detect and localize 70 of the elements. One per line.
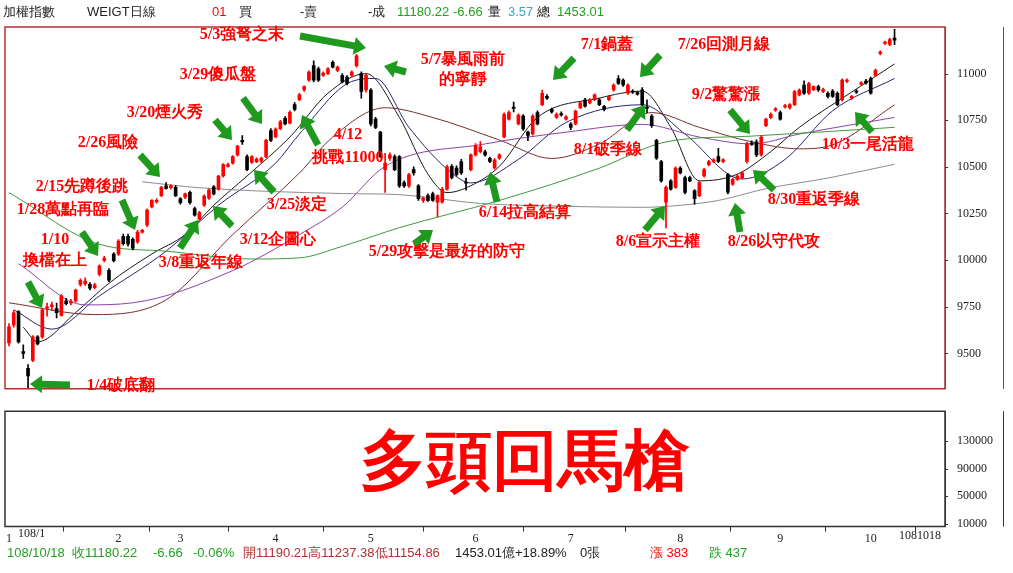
- y-tick-label: 130000: [957, 433, 993, 448]
- annotation: 3/12企圖心: [239, 229, 318, 248]
- text: 108/10/18: [7, 544, 65, 560]
- text: 01: [212, 3, 227, 19]
- y-tick-label: 10250: [957, 205, 987, 220]
- x-tick-label: 10: [864, 530, 877, 545]
- x-tick-label: 7: [567, 530, 574, 545]
- text: 0張: [580, 544, 601, 560]
- y-tick-label: 9750: [957, 298, 981, 313]
- annotation: 9/2驚驚漲: [691, 85, 762, 103]
- annotation: 1/28萬點再臨: [16, 200, 110, 218]
- text: -成: [368, 3, 386, 19]
- annotation: 8/1破季線: [573, 140, 644, 158]
- annotation: 8/30重返季線: [767, 190, 862, 208]
- annotation: 7/1鍋蓋: [580, 35, 634, 53]
- annotation: 3/29傻瓜盤: [179, 65, 257, 83]
- annotation: 5/3強弩之末: [199, 25, 286, 43]
- text: 買: [239, 3, 252, 19]
- y-tick-label: 10750: [957, 112, 987, 127]
- text: 3.57: [508, 3, 534, 19]
- candlestick: [21, 344, 26, 359]
- annotation: 2/15先蹲後跳: [35, 177, 130, 195]
- annotation: 多頭回馬槍: [360, 424, 690, 498]
- candlestick: [240, 135, 245, 145]
- x-tick-label: 2: [115, 530, 122, 545]
- annotation: 4/12 挑戰11000: [311, 125, 384, 166]
- chart-subtitle: WEIGT日線: [87, 3, 156, 19]
- annotation: 3/20煙火秀: [126, 103, 204, 121]
- annotation: 1/10 換檔在上: [22, 230, 87, 269]
- text: 11180.22: [397, 3, 450, 19]
- candlestick: [383, 152, 387, 193]
- y-tick-label: 50000: [957, 488, 987, 503]
- x-tick-label: 9: [777, 530, 784, 545]
- annotation: 7/26回測月線: [677, 35, 772, 53]
- y-tick-label: 11000: [957, 65, 987, 80]
- text: -賣: [300, 3, 318, 19]
- x-tick-label: 4: [272, 530, 279, 545]
- text: -6.66: [153, 544, 183, 560]
- text: 收11180.22: [72, 544, 138, 560]
- x-tick-label: 1: [6, 530, 12, 545]
- y-tick-label: 10000: [957, 252, 987, 267]
- text: 1081018: [899, 528, 941, 543]
- annotation: 3/25淡定: [266, 195, 328, 213]
- y-tick-label: 90000: [957, 460, 987, 475]
- annotation: 3/8重返年線: [158, 253, 245, 271]
- candlestick: [464, 177, 468, 191]
- annotation: 8/26以守代攻: [727, 232, 821, 250]
- x-tick-label: 6: [472, 530, 479, 545]
- chart-title: 加權指數: [3, 3, 55, 19]
- annotation: 108/1: [18, 526, 46, 541]
- x-tick-label: 3: [177, 530, 184, 545]
- x-tick-label: 8: [677, 530, 684, 545]
- text: 總: [536, 3, 550, 19]
- candlestick: [645, 99, 649, 114]
- text: 跌 437: [709, 544, 748, 560]
- y-tick-label: 10500: [957, 159, 987, 174]
- text: -6.66: [453, 3, 483, 19]
- text: 1453.01億+18.89%: [455, 544, 568, 560]
- text: -0.06%: [193, 544, 235, 560]
- text: 漲 383: [650, 544, 689, 560]
- y-tick-label: 10000: [957, 515, 987, 530]
- text: 開11190.21高11237.38低11154.86: [243, 544, 440, 560]
- x-tick-label: 5: [367, 530, 374, 545]
- annotation: 5/7暴風雨前的寧靜: [420, 50, 506, 88]
- annotation: 6/14拉高結算: [478, 202, 572, 221]
- y-tick-label: 9500: [957, 345, 981, 360]
- annotation: 8/6宣示主權: [615, 231, 701, 250]
- annotation: 2/26風險: [77, 133, 140, 151]
- text: 1453.01: [557, 3, 604, 19]
- text: 量: [488, 3, 501, 19]
